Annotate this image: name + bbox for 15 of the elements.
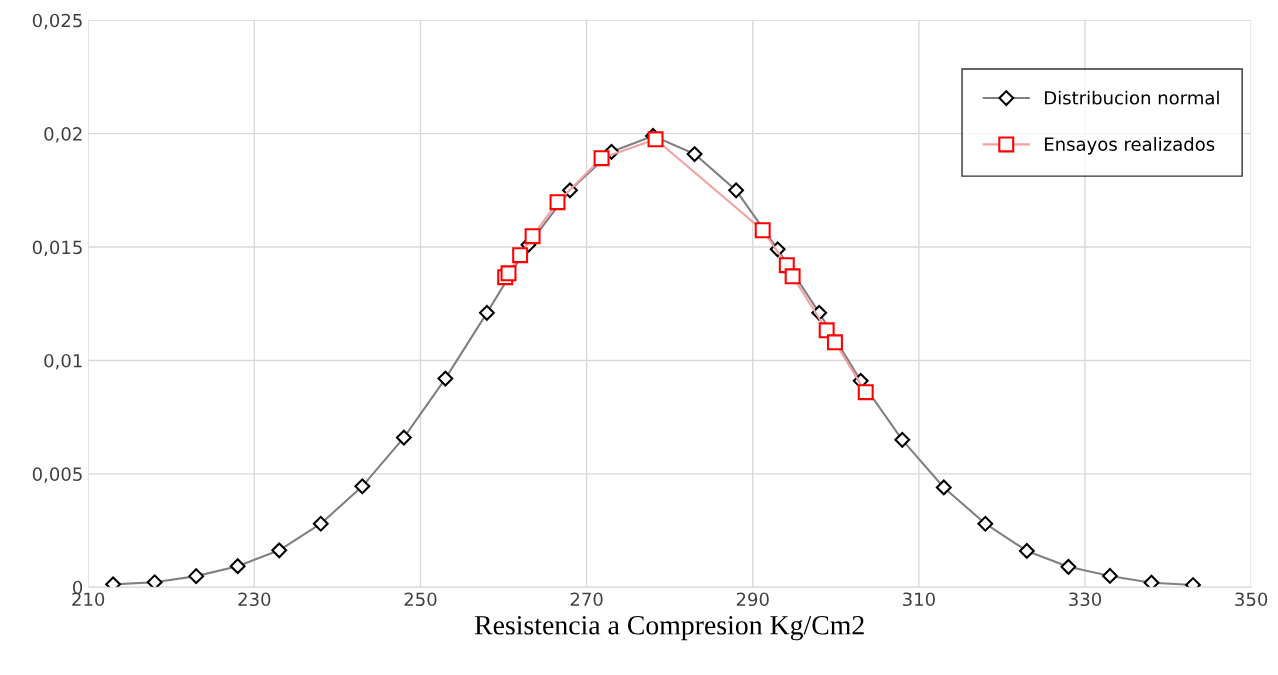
x-tick-label: 230	[238, 592, 271, 607]
x-tick-label: 290	[736, 592, 769, 607]
y-tick-label: 0,005	[32, 467, 82, 483]
y-tick-label: 0,01	[44, 353, 82, 370]
x-axis-title: Resistencia a Compresion Kg/Cm2	[474, 615, 864, 641]
y-tick-label: 0,025	[32, 13, 82, 30]
legend-label: Distribucion normal	[1045, 90, 1219, 105]
x-tick-label: 270	[570, 592, 603, 607]
x-tick-label: 330	[1069, 592, 1102, 607]
x-tick-label: 250	[404, 592, 437, 607]
y-tick-label: 0,015	[32, 240, 82, 257]
x-tick-label: 350	[1235, 592, 1268, 607]
legend-label: Ensayos realizados	[1045, 137, 1215, 155]
y-tick-label: 0,02	[44, 127, 82, 143]
x-tick-label: 310	[903, 592, 935, 607]
